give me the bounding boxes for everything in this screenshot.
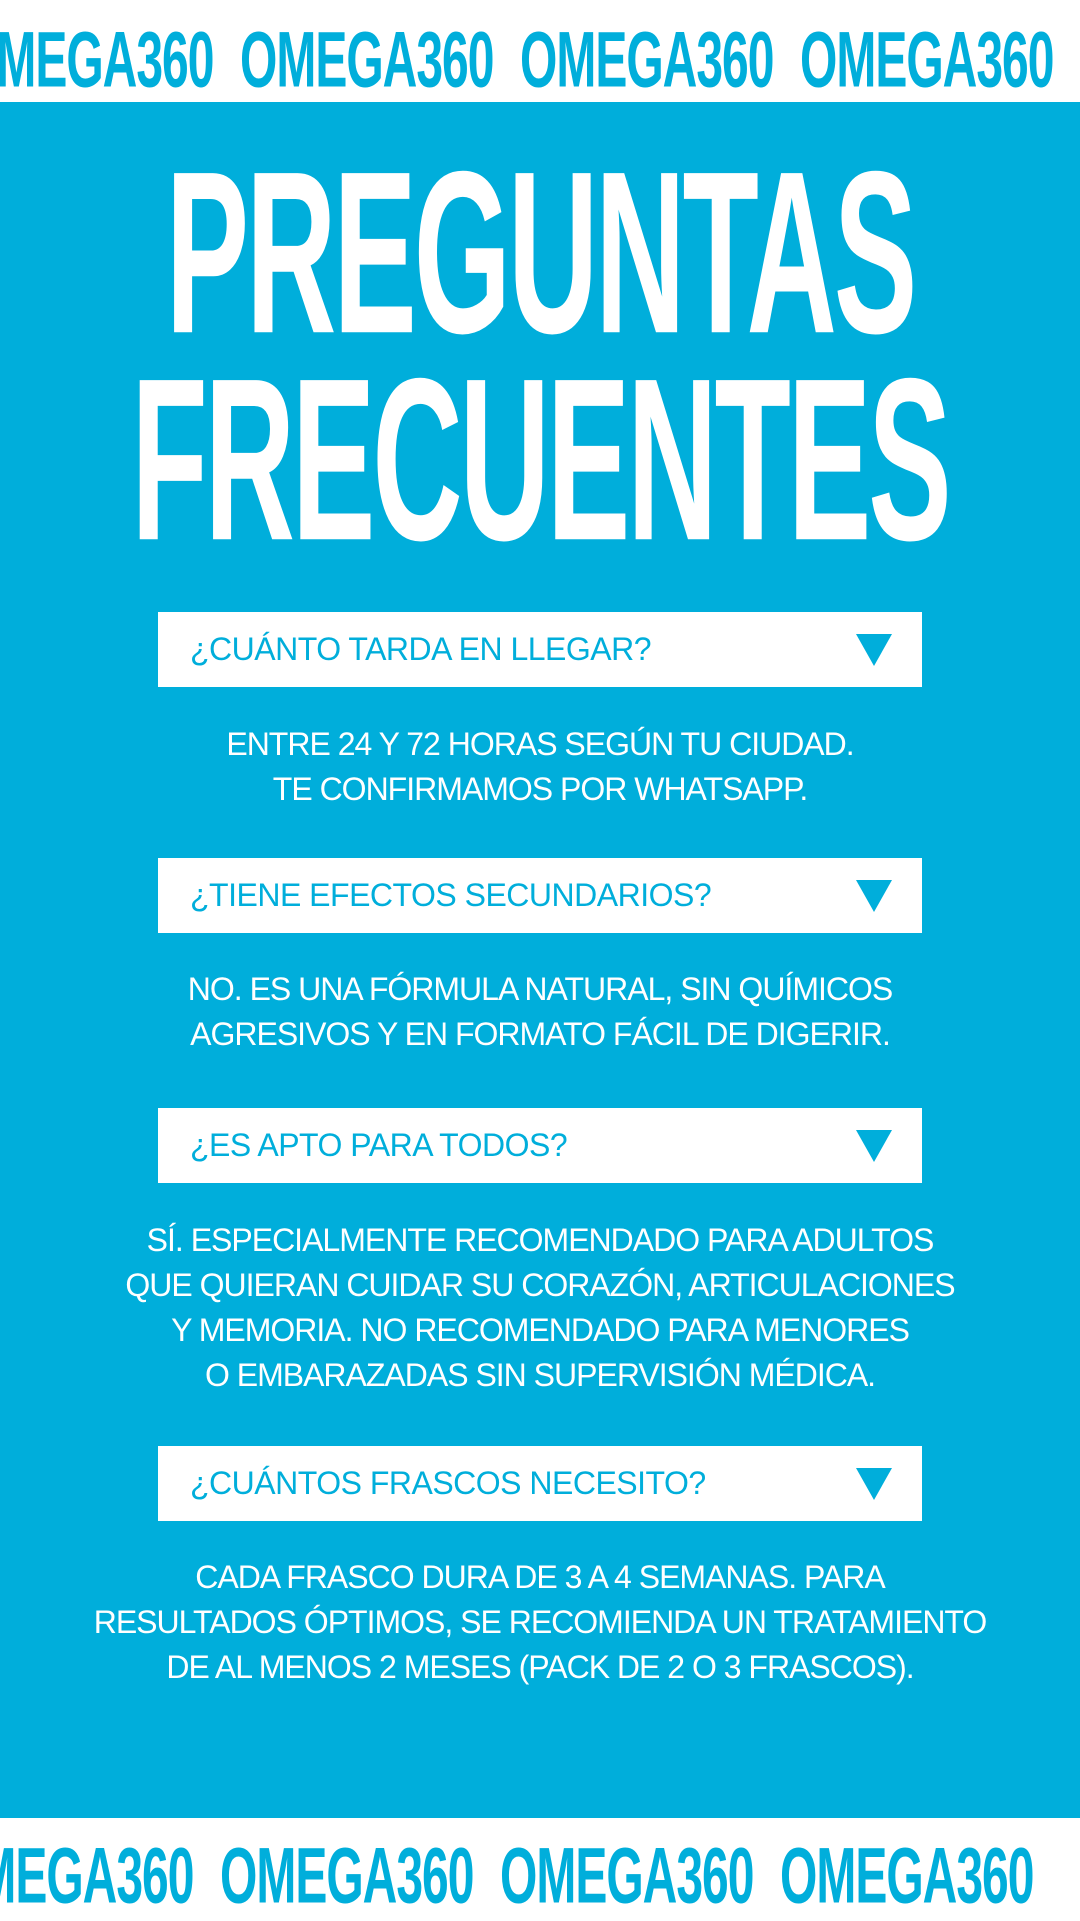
triangle-down-icon[interactable] [856, 633, 892, 666]
faq-answer-4: CADA FRASCO DURA DE 3 A 4 SEMANAS. PARA … [0, 1555, 1080, 1690]
brand-logo-text: OMEGA360 [520, 17, 774, 105]
faq-answer-3: SÍ. ESPECIALMENTE RECOMENDADO PARA ADULT… [0, 1218, 1080, 1398]
answer-line: O EMBARAZADAS SIN SUPERVISIÓN MÉDICA. [204, 1357, 876, 1393]
brand-logo-text: OMEGA360 [0, 1833, 194, 1921]
answer-line: Y MEMORIA. NO RECOMENDADO PARA MENORES [171, 1312, 910, 1348]
faq-answer-1: ENTRE 24 Y 72 HORAS SEGÚN TU CIUDAD. TE … [0, 722, 1080, 812]
faq-question-4[interactable]: ¿CUÁNTOS FRASCOS NECESITO? [158, 1446, 922, 1521]
brand-logo-text: OMEGA360 [800, 17, 1054, 105]
answer-line: DE AL MENOS 2 MESES (PACK DE 2 O 3 FRASC… [166, 1649, 914, 1685]
question-text: ¿TIENE EFECTOS SECUNDARIOS? [190, 877, 712, 913]
triangle-down-icon[interactable] [856, 879, 892, 912]
brand-logo-text: OMEGA360 [780, 1833, 1034, 1921]
answer-line: CADA FRASCO DURA DE 3 A 4 SEMANAS. PARA [195, 1559, 886, 1595]
triangle-down-icon[interactable] [856, 1129, 892, 1162]
brand-logo-text: OMEGA360 [240, 17, 494, 105]
page-title-line2: FRECUENTES [131, 332, 951, 590]
question-text: ¿CUÁNTO TARDA EN LLEGAR? [190, 631, 652, 667]
brand-logo-text: OMEGA360 [0, 17, 214, 105]
question-text: ¿CUÁNTOS FRASCOS NECESITO? [190, 1465, 706, 1501]
answer-line: AGRESIVOS Y EN FORMATO FÁCIL DE DIGERIR. [190, 1016, 891, 1052]
answer-line: RESULTADOS ÓPTIMOS, SE RECOMIENDA UN TRA… [93, 1604, 988, 1640]
faq-panel: PREGUNTAS FRECUENTES ¿CUÁNTO TARDA EN LL… [0, 102, 1080, 1818]
answer-line: NO. ES UNA FÓRMULA NATURAL, SIN QUÍMICOS [187, 971, 893, 1007]
brand-logo-text: OMEGA360 [220, 1833, 474, 1921]
answer-line: SÍ. ESPECIALMENTE RECOMENDADO PARA ADULT… [146, 1222, 935, 1258]
page-title-line1: PREGUNTAS [165, 125, 918, 383]
faq-question-2[interactable]: ¿TIENE EFECTOS SECUNDARIOS? [158, 858, 922, 933]
question-text: ¿ES APTO PARA TODOS? [190, 1127, 568, 1163]
brand-logo-text: OMEGA360 [500, 1833, 754, 1921]
answer-line: ENTRE 24 Y 72 HORAS SEGÚN TU CIUDAD. [226, 726, 854, 762]
faq-answer-2: NO. ES UNA FÓRMULA NATURAL, SIN QUÍMICOS… [0, 967, 1080, 1057]
faq-question-1[interactable]: ¿CUÁNTO TARDA EN LLEGAR? [158, 612, 922, 687]
top-brand-ticker: OMEGA360 OMEGA360 OMEGA360 OMEGA360 [0, 17, 1080, 105]
answer-line: TE CONFIRMAMOS POR WHATSAPP. [272, 771, 808, 807]
answer-line: QUE QUIERAN CUIDAR SU CORAZÓN, ARTICULAC… [125, 1267, 955, 1303]
bottom-brand-ticker: OMEGA360 OMEGA360 OMEGA360 OMEGA360 [0, 1833, 1080, 1921]
faq-question-3[interactable]: ¿ES APTO PARA TODOS? [158, 1108, 922, 1183]
triangle-down-icon[interactable] [856, 1467, 892, 1500]
